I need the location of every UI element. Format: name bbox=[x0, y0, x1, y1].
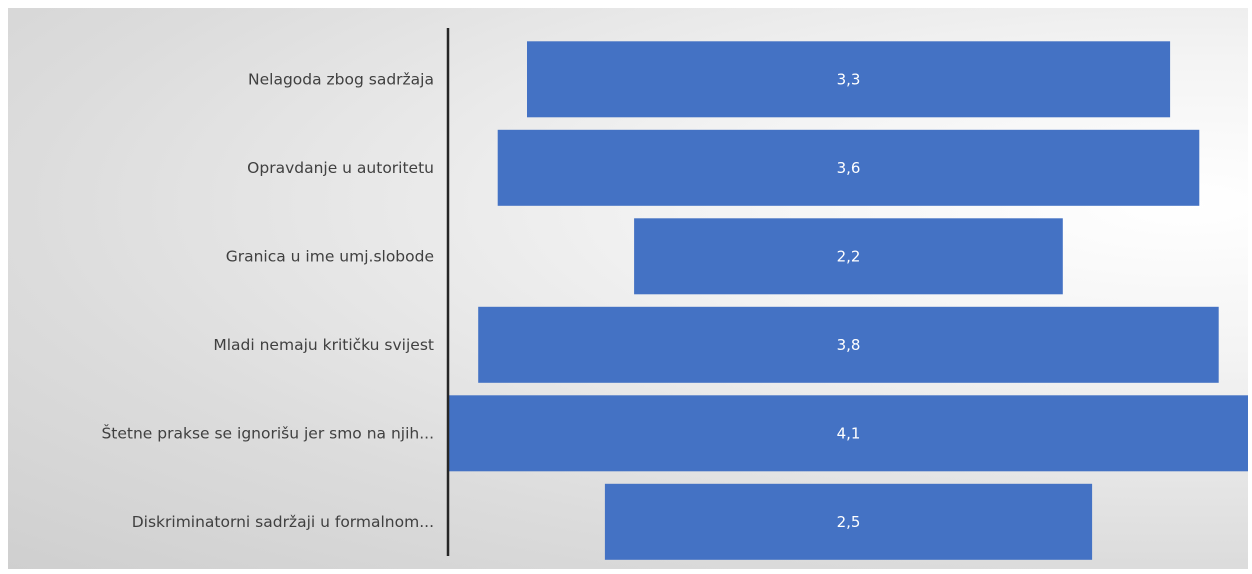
bar-4 bbox=[478, 306, 1219, 383]
chart-frame: 3,3 3,6 2,2 3,8 4,1 2,5 Nelagoda zbog sadržaj… bbox=[8, 8, 1248, 569]
category-label-6: Diskriminatorni sadržaji u formalnom... bbox=[132, 513, 434, 531]
category-labels: Nelagoda zbog sadržaja Opravdanje u autor… bbox=[101, 70, 434, 531]
category-label-5: Štetne prakse se ignorišu jer smo na nji… bbox=[101, 423, 434, 442]
category-label-2: Opravdanje u autoritetu bbox=[247, 159, 434, 177]
value-label-1: 3,3 bbox=[837, 70, 861, 88]
value-label-4: 3,8 bbox=[837, 336, 861, 354]
value-label-5: 4,1 bbox=[837, 424, 861, 442]
value-label-6: 2,5 bbox=[837, 513, 861, 531]
value-label-3: 2,2 bbox=[837, 247, 861, 265]
category-label-1: Nelagoda zbog sadržaja bbox=[248, 70, 434, 88]
category-label-4: Mladi nemaju kritičku svijest bbox=[213, 336, 434, 354]
bar-6 bbox=[604, 483, 1093, 560]
bar-2 bbox=[497, 129, 1200, 206]
category-label-3: Granica u ime umj.slobode bbox=[226, 247, 434, 265]
bar-chart: 3,3 3,6 2,2 3,8 4,1 2,5 Nelagoda zbog sadržaj… bbox=[101, 28, 1248, 560]
value-label-2: 3,6 bbox=[837, 159, 861, 177]
bar-1 bbox=[527, 41, 1171, 118]
bar-5 bbox=[449, 395, 1248, 472]
bars-layer: 3,3 3,6 2,2 3,8 4,1 2,5 bbox=[449, 41, 1248, 560]
bar-3 bbox=[634, 218, 1063, 295]
